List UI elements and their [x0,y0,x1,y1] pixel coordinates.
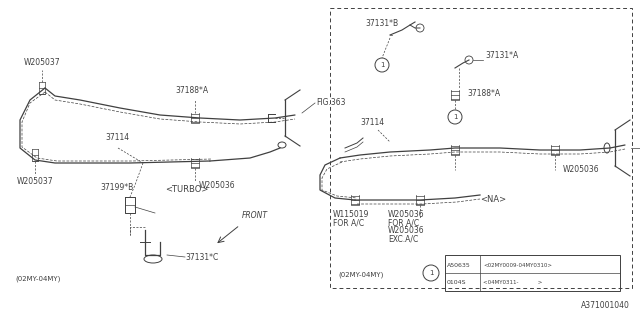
Text: W205036: W205036 [388,226,424,235]
Bar [330,8,632,288]
Text: 37188*A: 37188*A [467,89,500,98]
Text: A50635: A50635 [447,263,471,268]
Text: (02MY-04MY): (02MY-04MY) [338,272,383,278]
Text: 0104S: 0104S [447,279,467,284]
Text: 37188*A: 37188*A [175,86,208,95]
Text: FIG.363: FIG.363 [316,98,346,107]
Text: W205036: W205036 [388,210,424,219]
Text: <02MY0009-04MY0310>: <02MY0009-04MY0310> [483,263,552,268]
Text: W205037: W205037 [17,177,54,186]
Text: W115019: W115019 [333,210,369,219]
Text: EXC.A/C: EXC.A/C [388,234,419,243]
Text: <04MY0311-           >: <04MY0311- > [483,279,542,284]
Bar [445,255,620,291]
Text: FOR A/C: FOR A/C [333,218,364,227]
Text: 37114: 37114 [360,118,384,127]
Text: 37199*B: 37199*B [100,183,133,192]
Text: 37131*C: 37131*C [185,253,218,262]
Text: 37114: 37114 [105,133,129,142]
Text: <NA>: <NA> [480,195,506,204]
Text: A371001040: A371001040 [581,301,630,310]
Text: W205036: W205036 [199,181,236,190]
Text: FOR A/C: FOR A/C [388,218,419,227]
Text: (02MY-04MY): (02MY-04MY) [15,275,60,282]
Text: FRONT: FRONT [242,211,268,220]
Text: 1: 1 [452,114,457,120]
Text: 37131*A: 37131*A [485,52,518,60]
Text: 1: 1 [380,62,384,68]
Text: W205037: W205037 [24,58,61,67]
Text: 37131*B: 37131*B [365,20,398,28]
Text: 1: 1 [429,270,433,276]
Text: W205036: W205036 [563,165,600,174]
Text: <TURBO>: <TURBO> [165,185,209,194]
